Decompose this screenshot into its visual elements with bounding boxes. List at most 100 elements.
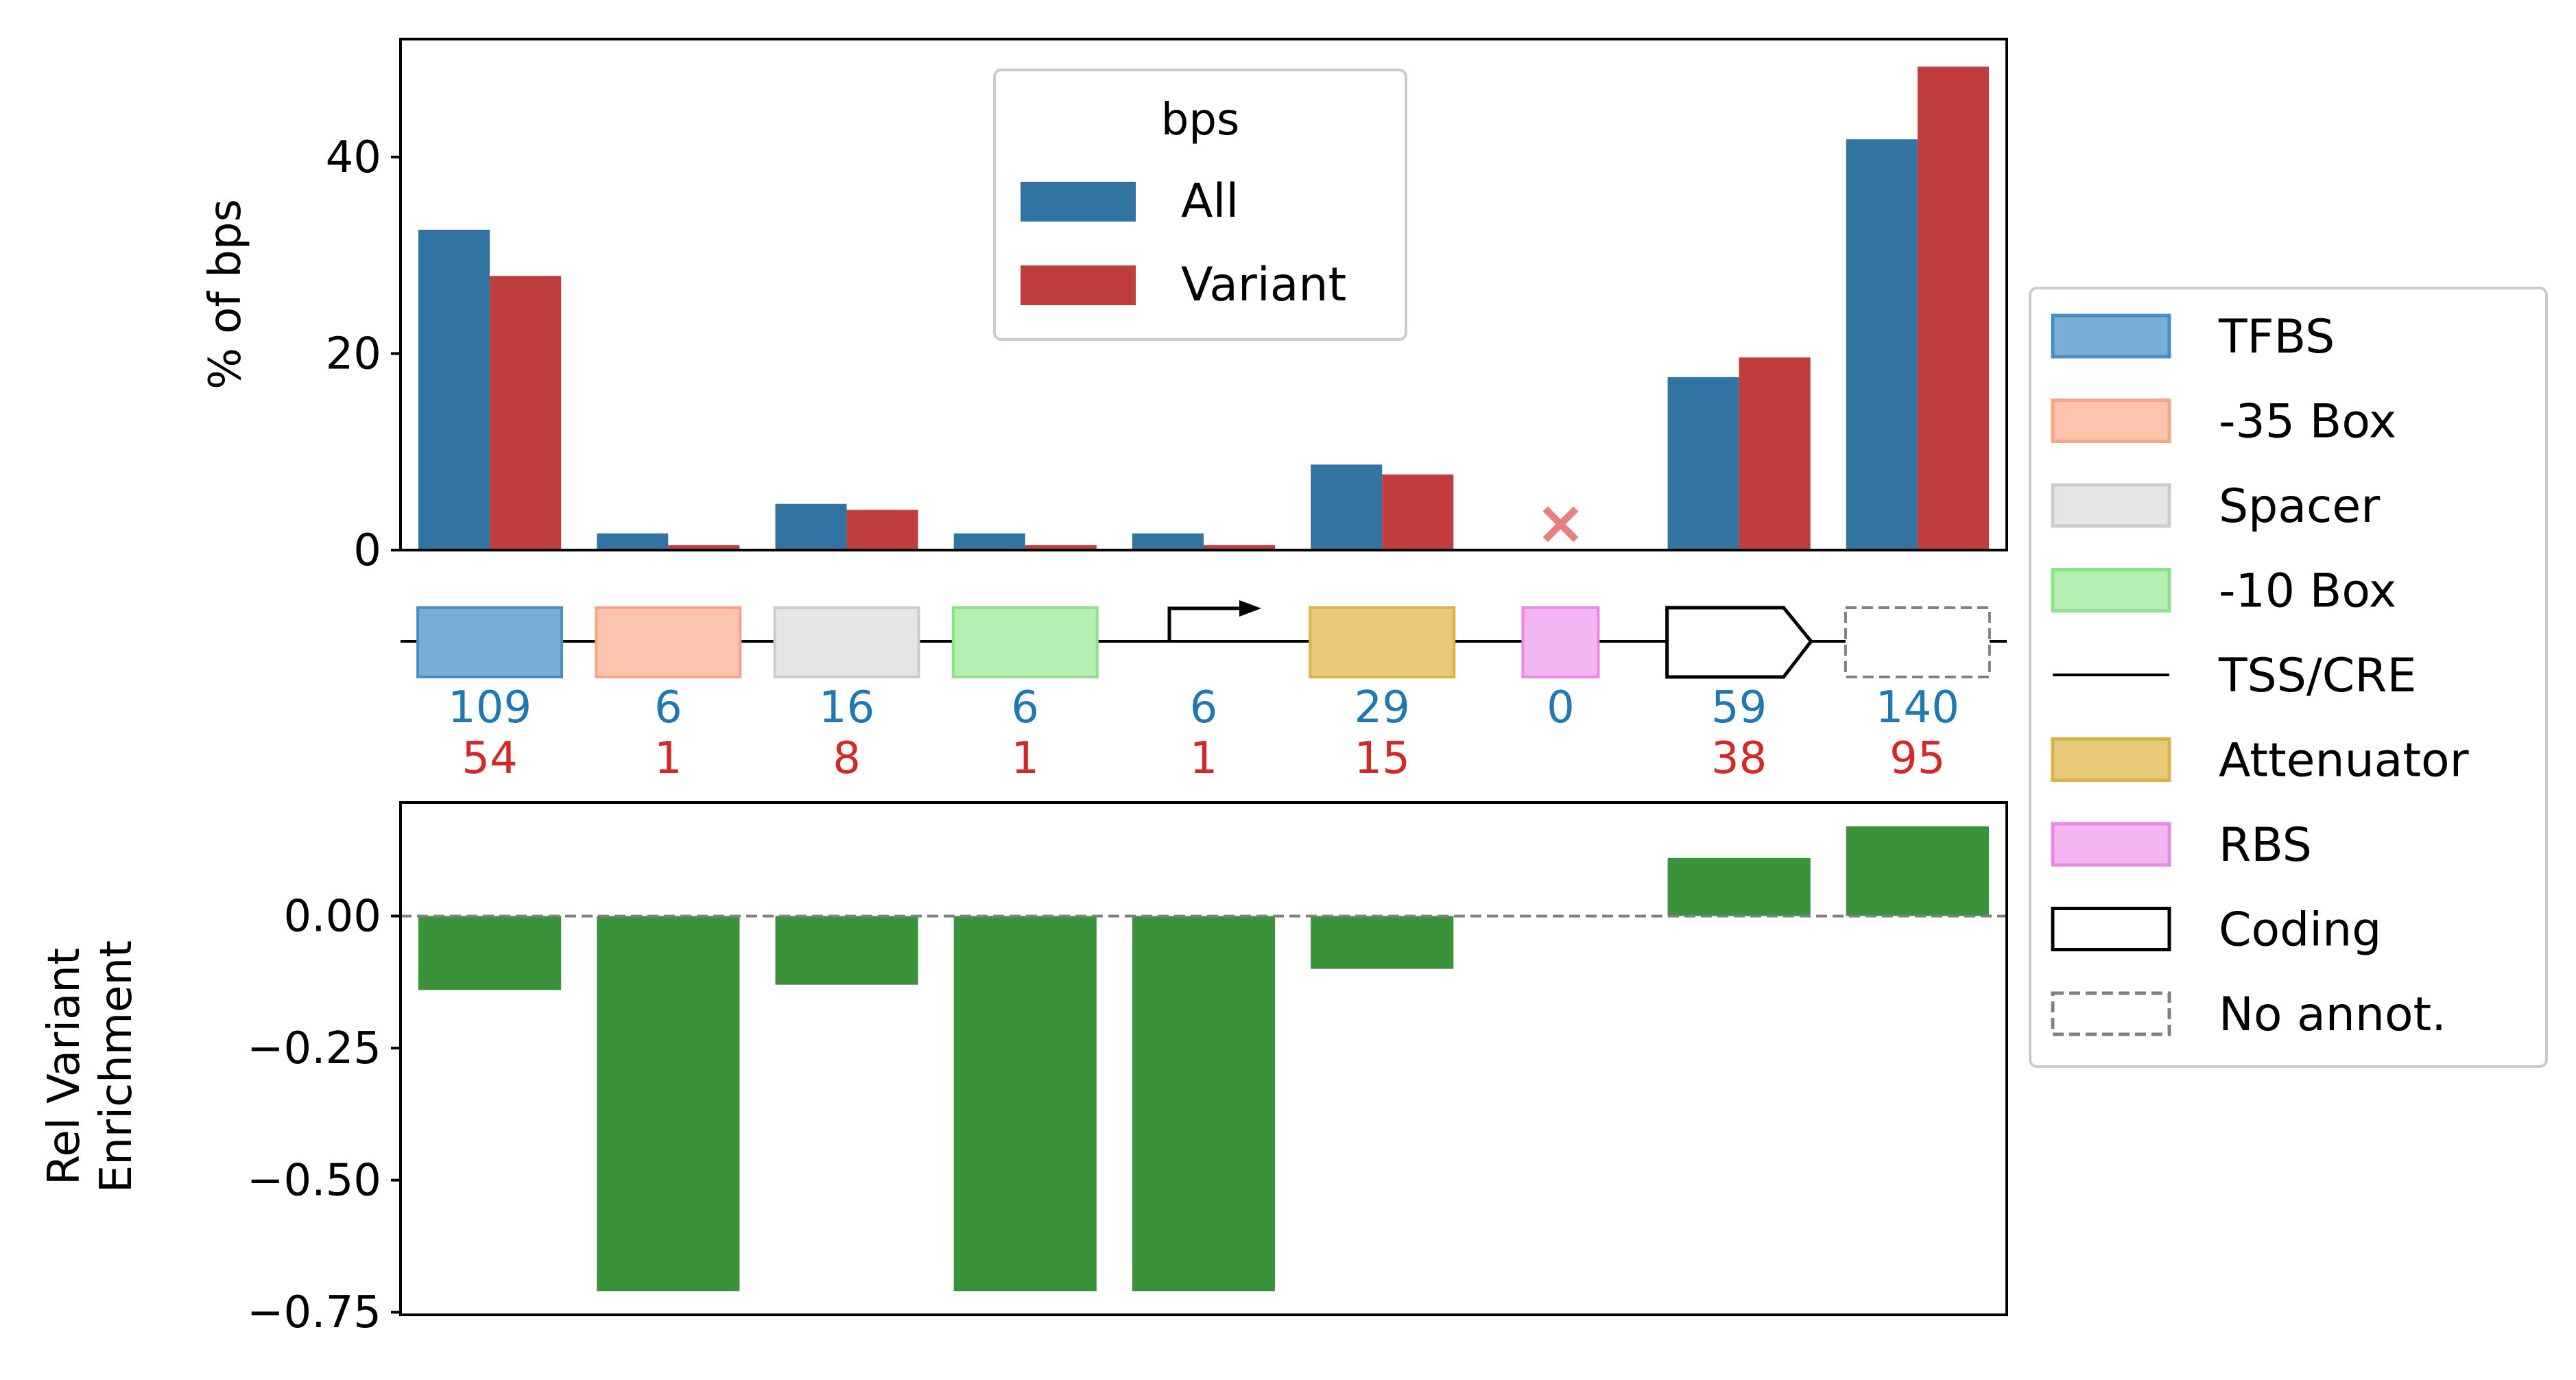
y-tick-label: −0.50 xyxy=(247,1156,381,1206)
enrichment-y-axis-label: Rel VariantEnrichment xyxy=(39,940,142,1193)
tss-arrowhead xyxy=(1239,600,1261,617)
bar-variant-8 xyxy=(1917,67,1989,551)
bar-variant-4 xyxy=(1204,545,1276,550)
y-tick-label: −0.25 xyxy=(247,1023,381,1074)
enrichment-bar-7 xyxy=(1667,857,1811,916)
bar-all-8 xyxy=(1846,139,1918,550)
enrichment-bars xyxy=(418,826,1989,1292)
bar-variant-5 xyxy=(1382,474,1454,550)
bar-variant-2 xyxy=(846,510,918,550)
count-all: 109 xyxy=(448,682,532,733)
bar-variant-7 xyxy=(1739,357,1811,550)
bps-legend: bps All Variant xyxy=(993,69,1407,341)
legend-swatch-2 xyxy=(2051,483,2171,528)
enrichment-bar-chart: 0.00 −0.25 −0.50 −0.75 Rel VariantEnrichmen… xyxy=(39,801,2008,1338)
legend-label-6: RBS xyxy=(2219,818,2312,872)
enrichment-y-axis-label-line: Enrichment xyxy=(91,940,142,1193)
legend-swatch-7 xyxy=(2051,907,2171,951)
bar-all-4 xyxy=(1132,533,1204,550)
bar-variant-0 xyxy=(490,276,562,550)
track-box-0 xyxy=(416,606,564,678)
bps-y-ticks: 0 20 40 xyxy=(326,132,401,576)
track-elements xyxy=(416,600,1991,679)
legend-label-3: -10 Box xyxy=(2219,564,2396,619)
tss-arrow xyxy=(1167,606,1245,641)
count-variant: 8 xyxy=(833,733,861,784)
enrichment-bar-4 xyxy=(1132,916,1276,1292)
no-annotation-box xyxy=(1844,606,1991,678)
count-variant: 54 xyxy=(462,733,517,784)
enrichment-bar-1 xyxy=(597,916,740,1292)
track-box-1 xyxy=(595,606,742,678)
legend-label-all: All xyxy=(1181,174,1239,228)
track-box-6 xyxy=(1521,606,1600,678)
y-tick-label: −0.75 xyxy=(247,1287,381,1338)
legend-swatch-0 xyxy=(2051,313,2171,359)
bps-legend-title: bps xyxy=(1161,95,1240,145)
coding-gene-shape xyxy=(1665,606,1813,679)
count-all: 140 xyxy=(1876,682,1959,733)
count-all: 6 xyxy=(1190,682,1218,733)
bar-all-7 xyxy=(1667,377,1739,550)
bps-bar-chart: × 0 20 40 % of bps bps All Variant xyxy=(200,38,2008,576)
legend-swatch-variant xyxy=(1021,265,1136,305)
bar-all-2 xyxy=(775,503,847,550)
count-variant: 95 xyxy=(1889,733,1945,784)
legend-label-7: Coding xyxy=(2219,903,2381,957)
bps-plot-frame xyxy=(399,38,2008,551)
enrichment-bar-5 xyxy=(1311,916,1454,969)
y-tick-label: 0 xyxy=(353,525,381,576)
count-all: 0 xyxy=(1547,682,1575,733)
track-box-2 xyxy=(773,606,920,678)
bar-all-0 xyxy=(418,229,490,550)
enrichment-bar-8 xyxy=(1846,826,1989,916)
legend-label-1: -35 Box xyxy=(2219,395,2396,449)
enrichment-plot-frame xyxy=(399,801,2008,1316)
y-tick-label: 0.00 xyxy=(284,892,382,942)
count-variant: 1 xyxy=(1011,733,1039,784)
track-box-5 xyxy=(1309,606,1456,678)
bar-variant-3 xyxy=(1025,545,1097,550)
enrichment-bar-3 xyxy=(953,916,1097,1292)
count-all: 16 xyxy=(819,682,874,733)
count-variant: 15 xyxy=(1355,733,1410,784)
count-variant: 1 xyxy=(1190,733,1218,784)
legend-swatch-6 xyxy=(2051,822,2171,867)
enrichment-y-ticks: 0.00 −0.25 −0.50 −0.75 xyxy=(247,892,401,1338)
legend-swatch-1 xyxy=(2051,398,2171,443)
count-all: 59 xyxy=(1711,682,1767,733)
legend-swatch-3 xyxy=(2051,568,2171,612)
bps-missing-markers: × xyxy=(1536,487,1586,558)
legend-swatch-all xyxy=(1021,182,1136,222)
legend-label-4: TSS/CRE xyxy=(2218,649,2416,703)
legend-swatch-8 xyxy=(2051,991,2171,1036)
y-tick-label: 20 xyxy=(326,329,381,379)
legend-label-8: No annot. xyxy=(2219,988,2446,1042)
count-variant: 38 xyxy=(1711,733,1767,784)
count-all: 6 xyxy=(1011,682,1039,733)
legend-label-0: TFBS xyxy=(2218,310,2335,364)
bar-all-5 xyxy=(1311,464,1383,550)
enrichment-bar-2 xyxy=(775,916,918,985)
bps-y-axis-label: % of bps xyxy=(200,199,251,390)
legend-label-variant: Variant xyxy=(1181,258,1346,312)
missing-marker: × xyxy=(1536,487,1586,558)
track-box-3 xyxy=(951,606,1099,678)
count-all: 6 xyxy=(654,682,682,733)
count-all: 29 xyxy=(1355,682,1410,733)
enrichment-y-axis-label-line: Rel Variant xyxy=(39,948,90,1185)
enrichment-bar-0 xyxy=(418,916,562,990)
y-tick-label: 40 xyxy=(326,132,381,183)
bar-all-3 xyxy=(953,533,1025,550)
count-variant: 1 xyxy=(654,733,682,784)
element-legend-frame xyxy=(2029,287,2548,1068)
bps-bars xyxy=(418,67,1989,551)
legend-swatch-5 xyxy=(2051,737,2171,782)
bar-all-1 xyxy=(597,533,669,550)
bar-variant-1 xyxy=(668,545,740,550)
element-legend-items: TFBS -35 Box Spacer -10 Box TSS/CRE Attenuato… xyxy=(2051,310,2469,1042)
legend-label-2: Spacer xyxy=(2219,479,2380,534)
